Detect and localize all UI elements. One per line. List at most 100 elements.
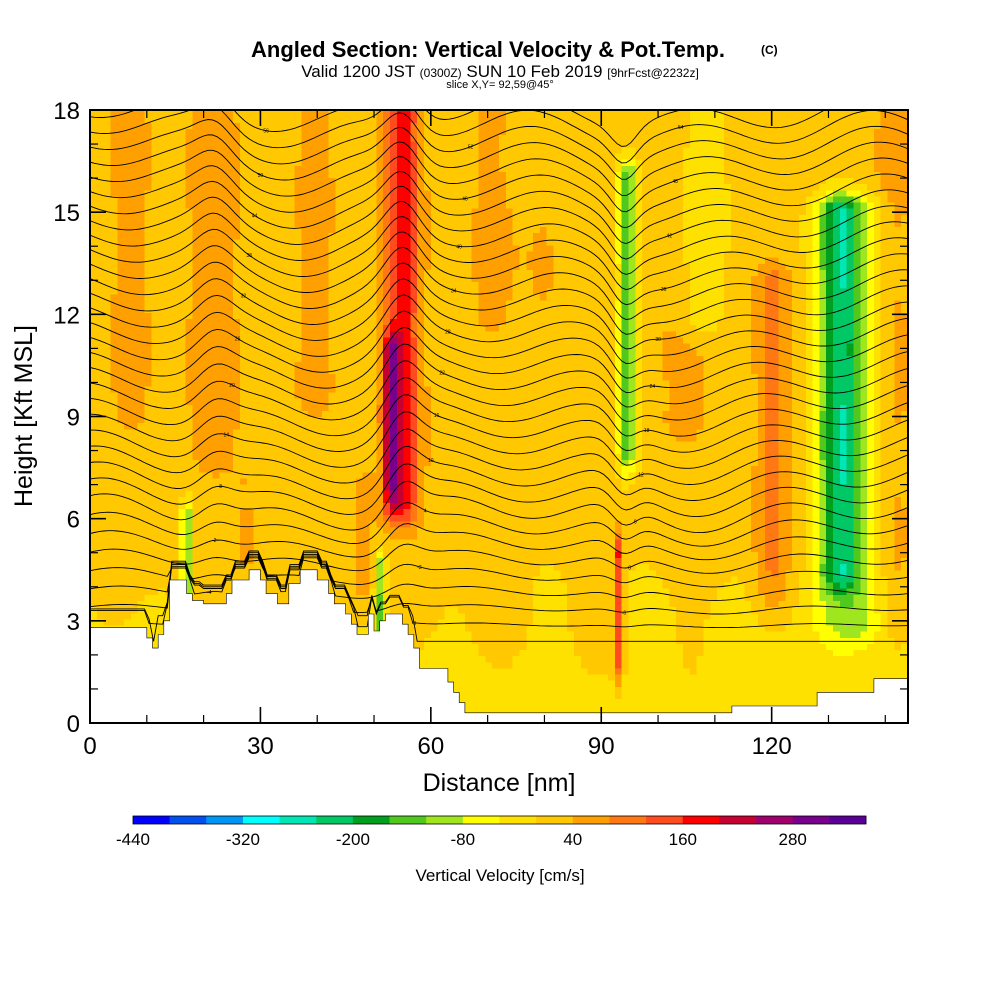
- chart-title: Angled Section: Vertical Velocity & Pot.…: [251, 37, 725, 62]
- isentrope-label: 54: [678, 125, 684, 131]
- isentrope-line: [90, 480, 908, 534]
- isentrope-label: 52: [468, 145, 474, 151]
- isentrope-line: [90, 360, 908, 422]
- isentrope-label: 40: [456, 244, 462, 250]
- colorbar-tick-label: -80: [451, 830, 476, 849]
- y-tick-label: 6: [67, 507, 80, 534]
- subtitle-forecast: [9hrFcst@2232z]: [607, 66, 699, 80]
- isentrope-label: -2: [417, 565, 422, 571]
- colorbar-swatch: [572, 816, 610, 824]
- isentrope-label: 28: [445, 330, 451, 336]
- x-tick-label: 30: [247, 733, 274, 760]
- slice-info: slice X,Y= 92,59@45°: [446, 79, 554, 91]
- isentrope-line: [90, 377, 908, 437]
- isentrope-line: [90, 394, 908, 453]
- colorbar-swatch: [462, 816, 500, 824]
- isentrope-label: 6: [634, 520, 637, 526]
- x-axis-label: Distance [nm]: [423, 769, 576, 797]
- colorbar-swatch: [426, 816, 464, 824]
- isentrope-label: 12: [638, 473, 644, 479]
- isentrope-line: [90, 543, 908, 574]
- chart-subtitle: Valid 1200 JST (0300Z) SUN 10 Feb 2019 […: [301, 62, 699, 81]
- colorbar: -440 -320 -200 -80 40 160 280: [116, 815, 867, 849]
- isentrope-line: [90, 445, 908, 501]
- colorbar-swatch: [279, 816, 317, 824]
- isentrope-label: 8: [219, 484, 222, 490]
- chart-title-tag: (C): [761, 43, 778, 57]
- isentrope-line: [90, 557, 908, 588]
- colorbar-swatch: [206, 816, 244, 824]
- colorbar-tick-label: 40: [563, 830, 582, 849]
- colorbar-swatch: [646, 816, 684, 824]
- isentrope-line: [90, 463, 908, 518]
- isentrope-contours: -10-8-6-4-202468101214161820222426283032…: [90, 110, 908, 645]
- isentrope-line: [90, 231, 908, 306]
- colorbar-swatch: [756, 816, 793, 824]
- colorbar-swatch: [499, 816, 537, 824]
- isentrope-line: [90, 171, 908, 244]
- y-tick-label: 18: [53, 98, 80, 125]
- colorbar-swatch: [609, 816, 647, 824]
- colorbar-tick-label: 160: [669, 830, 697, 849]
- isentrope-line: [90, 110, 908, 164]
- colorbar-label: Vertical Velocity [cm/s]: [415, 866, 584, 885]
- subtitle-valid: Valid 1200 JST: [301, 62, 415, 81]
- isentrope-line: [90, 110, 826, 147]
- colorbar-frame: [132, 815, 867, 825]
- isentrope-line: [90, 502, 908, 547]
- isentrope-label: 44: [252, 214, 258, 220]
- isentrope-label: -4: [207, 590, 212, 596]
- isentrope-label: 26: [235, 337, 241, 343]
- isentrope-line: [90, 246, 908, 320]
- isentrope-label: 20: [229, 383, 235, 389]
- isentrope-line: [90, 428, 908, 485]
- isentrope-label: -8: [412, 621, 417, 627]
- colorbar-tick-label: 280: [779, 830, 807, 849]
- isentrope-label: 24: [650, 384, 656, 390]
- isentrope-label: 42: [667, 234, 673, 240]
- isentrope-label: 22: [439, 371, 445, 377]
- colorbar-swatch: [682, 816, 720, 824]
- colorbar-swatch: [169, 816, 207, 824]
- isentrope-line: [90, 411, 908, 469]
- isentrope-label: 34: [451, 288, 457, 294]
- isentrope-line: [90, 201, 908, 275]
- isentrope-line: [90, 262, 908, 335]
- isentrope-line: [90, 126, 908, 197]
- y-tick-label: 3: [67, 609, 80, 636]
- isentrope-line: [90, 553, 908, 615]
- subtitle-date: SUN 10 Feb 2019: [466, 62, 602, 81]
- isentrope-label: 30: [655, 337, 661, 343]
- isentrope-line: [90, 552, 908, 629]
- colorbar-tick-label: -200: [336, 830, 370, 849]
- isentrope-label: 14: [224, 433, 230, 439]
- isentrope-line: [90, 310, 908, 379]
- x-tick-label: 90: [588, 733, 615, 760]
- isentrope-label: 38: [246, 253, 252, 259]
- colorbar-swatch: [316, 816, 354, 824]
- isentrope-label: 46: [462, 197, 468, 203]
- colorbar-swatch: [792, 816, 830, 824]
- y-tick-label: 0: [67, 711, 80, 738]
- colorbar-swatch: [389, 816, 427, 824]
- isentrope-line: [90, 278, 908, 350]
- colorbar-tick-label: -440: [116, 830, 150, 849]
- isentrope-line: [90, 294, 908, 364]
- isentrope-label: 2: [214, 538, 217, 544]
- isentrope-line: [90, 156, 908, 229]
- isentrope-label: 4: [424, 508, 427, 514]
- isentrope-line: [90, 550, 908, 642]
- colorbar-swatch: [133, 816, 170, 824]
- isentrope-line: [90, 185, 908, 260]
- terrain: [90, 569, 908, 723]
- y-tick-label: 15: [53, 200, 80, 227]
- isentrope-label: 50: [258, 173, 264, 179]
- colorbar-swatch: [536, 816, 574, 824]
- isentrope-line: [90, 112, 908, 180]
- colorbar-swatch: [352, 816, 390, 824]
- isentrope-line: [90, 141, 908, 213]
- x-tick-label: 0: [83, 733, 96, 760]
- y-axis-label: Height [Kft MSL]: [10, 325, 38, 507]
